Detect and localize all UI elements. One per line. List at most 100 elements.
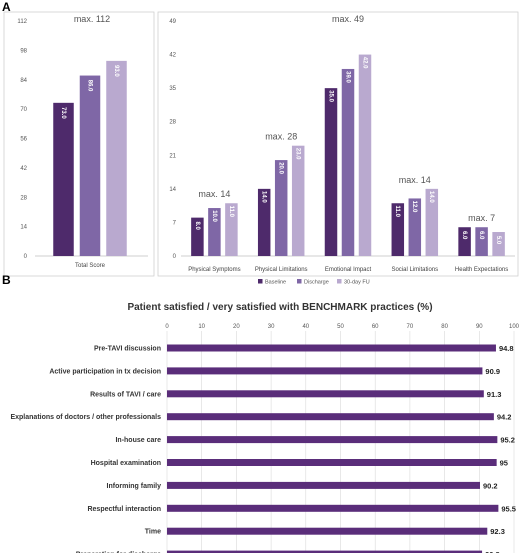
x-category-label: Health Expectations	[455, 267, 508, 273]
bar-value-label: 95.2	[500, 436, 515, 445]
y-tick-label: 35	[169, 86, 176, 92]
satisfaction-bar	[167, 527, 488, 535]
x-tick-label: 90	[476, 324, 483, 330]
bar-baseline	[324, 88, 338, 257]
y-tick-label: 0	[173, 254, 177, 260]
chart-title: Patient satisfied / very satisfied with …	[127, 302, 432, 313]
y-tick-label: 0	[24, 254, 28, 260]
bar-value-label: 90.8	[485, 550, 500, 553]
max-annotation: max. 49	[332, 14, 364, 24]
bar-value-label: 6.0	[478, 231, 484, 240]
satisfaction-bar	[167, 436, 498, 444]
bar-value-label: 90.9	[485, 367, 500, 376]
y-tick-label: 7	[173, 220, 177, 226]
bar-value-label: 14.0	[428, 191, 434, 203]
bar-value-label: 5.0	[495, 236, 501, 245]
category-label: Hospital examination	[91, 460, 161, 467]
bar-30-day-fu	[492, 232, 505, 256]
category-label: Time	[145, 529, 161, 536]
bar-baseline	[53, 102, 74, 257]
bar-30-day-fu	[358, 54, 372, 257]
x-category-label: Emotional Impact	[325, 267, 372, 273]
bar-discharge	[408, 198, 422, 256]
legend-swatch	[297, 279, 302, 284]
x-category-label: Social Limitations	[391, 267, 438, 273]
bar-discharge	[79, 75, 101, 256]
bar-value-label: 42.0	[361, 57, 367, 69]
satisfaction-bar	[167, 413, 494, 421]
y-tick-label: 98	[20, 48, 27, 54]
x-tick-label: 50	[337, 324, 344, 330]
category-label: Results of TAVI / care	[90, 391, 161, 398]
category-label: Explanations of doctors / other professi…	[10, 414, 161, 421]
bar-baseline	[257, 188, 271, 256]
bar-discharge	[475, 227, 488, 256]
category-label: Respectful interaction	[87, 506, 161, 513]
bar-value-label: 94.8	[499, 344, 514, 353]
category-label: Active participation in tx decision	[49, 368, 161, 375]
y-tick-label: 14	[20, 225, 27, 231]
bar-value-label: 11.0	[394, 206, 400, 218]
bar-value-label: 92.3	[490, 527, 505, 536]
bar-value-label: 6.0	[461, 231, 467, 240]
y-tick-label: 42	[169, 53, 176, 59]
satisfaction-bar	[167, 459, 497, 466]
bar-discharge	[274, 160, 288, 256]
bar-value-label: 23.0	[295, 148, 301, 160]
bar-value-label: 11.0	[228, 206, 234, 218]
panel-a-label: A	[2, 0, 11, 14]
category-label: Pre-TAVI discussion	[94, 346, 161, 353]
y-tick-label: 28	[169, 120, 176, 126]
bar-value-label: 90.2	[483, 481, 498, 490]
bar-discharge	[341, 68, 355, 256]
bar-value-label: 14.0	[261, 191, 267, 203]
legend-label: 30-day FU	[344, 280, 370, 286]
bar-value-label: 95.5	[501, 504, 516, 513]
max-annotation: max. 14	[198, 189, 230, 199]
category-label: Informing family	[107, 483, 162, 490]
max-annotation: max. 14	[399, 175, 431, 185]
legend-swatch	[337, 279, 342, 284]
y-tick-label: 56	[20, 137, 27, 143]
category-label: Preparation for discharge	[76, 552, 161, 553]
x-category-label: Physical Limitations	[255, 267, 308, 273]
panel-a2-frame	[157, 11, 519, 277]
bar-value-label: 94.2	[497, 413, 512, 422]
y-tick-label: 14	[169, 187, 176, 193]
x-tick-label: 10	[198, 324, 205, 330]
bar-value-label: 73.0	[60, 107, 66, 119]
y-tick-label: 21	[169, 153, 176, 159]
bar-30-day-fu	[291, 145, 305, 256]
legend-label: Discharge	[304, 280, 329, 286]
bar-value-label: 10.0	[211, 210, 217, 222]
x-tick-label: 70	[407, 324, 414, 330]
satisfaction-bar	[167, 344, 496, 352]
max-annotation: max. 112	[74, 14, 110, 24]
x-category-label: Total Score	[75, 263, 106, 269]
bar-value-label: 8.0	[194, 221, 200, 230]
bar-baseline	[458, 227, 471, 256]
x-tick-label: 100	[509, 324, 520, 330]
x-tick-label: 60	[372, 324, 379, 330]
legend-swatch	[258, 279, 263, 284]
satisfaction-bar	[167, 481, 480, 489]
bar-discharge	[208, 208, 221, 256]
y-tick-label: 84	[20, 78, 27, 84]
panel-a1-frame	[3, 11, 155, 277]
max-annotation: max. 28	[265, 132, 297, 142]
bar-value-label: 20.0	[278, 162, 284, 174]
y-tick-label: 49	[169, 19, 176, 25]
bar-value-label: 95	[500, 459, 508, 468]
x-category-label: Physical Symptoms	[188, 267, 240, 273]
bar-value-label: 93.0	[113, 65, 119, 77]
satisfaction-bar	[167, 550, 483, 553]
bar-baseline	[191, 217, 204, 256]
satisfaction-bar	[167, 367, 483, 375]
y-tick-label: 28	[20, 195, 27, 201]
bar-30-day-fu	[225, 203, 238, 256]
legend-label: Baseline	[265, 280, 286, 286]
bar-value-label: 35.0	[327, 90, 333, 102]
bar-30-day-fu	[425, 188, 439, 256]
satisfaction-bar	[167, 504, 499, 512]
